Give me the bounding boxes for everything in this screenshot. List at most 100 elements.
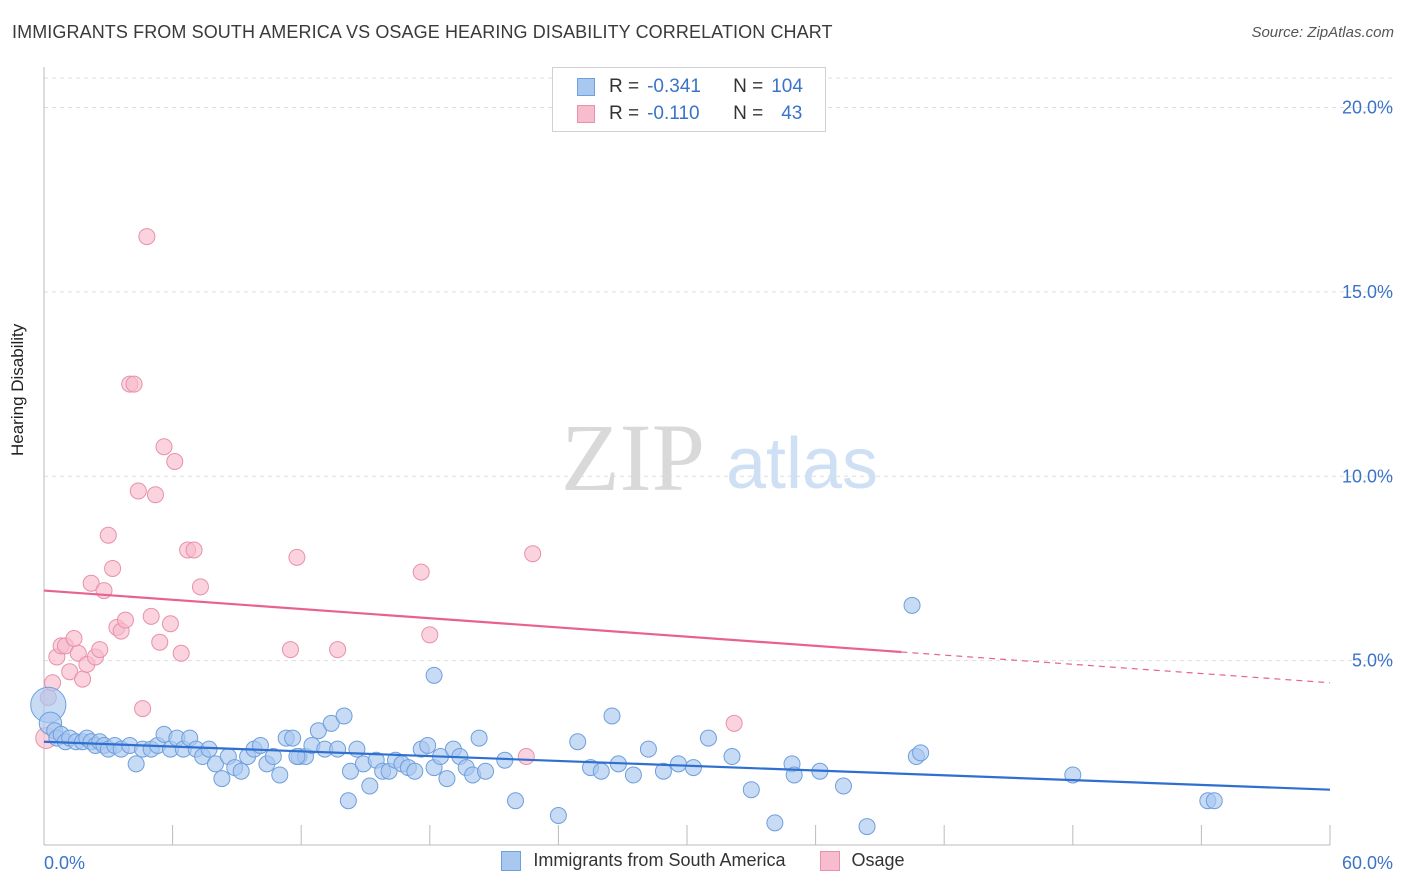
point-south-america bbox=[232, 762, 250, 780]
series-name-pink: Osage bbox=[851, 850, 905, 870]
point-south-america bbox=[903, 596, 921, 614]
point-osage bbox=[191, 578, 209, 596]
series-swatch-blue bbox=[501, 850, 522, 871]
legend-n-label: N = bbox=[733, 103, 764, 124]
point-south-america bbox=[684, 759, 702, 777]
point-south-america bbox=[766, 814, 784, 832]
point-osage bbox=[281, 641, 299, 659]
trend-lines bbox=[43, 589, 1331, 791]
point-south-america bbox=[127, 755, 145, 773]
point-south-america bbox=[406, 762, 424, 780]
point-south-america bbox=[507, 792, 525, 810]
series-name-blue: Immigrants from South America bbox=[533, 850, 786, 870]
point-south-america bbox=[858, 818, 876, 836]
trend-line-osage-projection bbox=[901, 651, 1331, 684]
point-south-america bbox=[699, 729, 717, 747]
point-osage bbox=[99, 526, 117, 544]
point-south-america bbox=[834, 777, 852, 795]
data-points bbox=[30, 228, 1223, 836]
x-tick-label: 0.0% bbox=[44, 853, 85, 873]
legend-row-pink: R = -0.110 N = 43 bbox=[577, 102, 802, 126]
point-south-america bbox=[206, 755, 224, 773]
point-south-america bbox=[569, 733, 587, 751]
point-south-america bbox=[438, 770, 456, 788]
point-south-america bbox=[348, 740, 366, 758]
legend-row-blue: R = -0.341 N = 104 bbox=[577, 75, 803, 99]
gridlines bbox=[44, 77, 1392, 662]
legend-r-value: -0.341 bbox=[647, 76, 701, 97]
point-osage bbox=[142, 607, 160, 625]
point-south-america bbox=[470, 729, 488, 747]
series-legend-item-pink: Osage bbox=[819, 850, 905, 871]
series-legend-item-blue: Immigrants from South America bbox=[501, 850, 786, 871]
point-south-america bbox=[419, 736, 437, 754]
point-south-america bbox=[329, 740, 347, 758]
point-south-america bbox=[624, 766, 642, 784]
legend-n-value: 104 bbox=[771, 76, 803, 97]
point-south-america bbox=[335, 707, 353, 725]
point-osage bbox=[116, 611, 134, 629]
legend-n-value: 43 bbox=[781, 103, 803, 124]
point-south-america bbox=[213, 770, 231, 788]
point-south-america bbox=[361, 777, 379, 795]
point-south-america bbox=[322, 714, 340, 732]
point-south-america bbox=[271, 766, 289, 784]
y-tick-label: 20.0% bbox=[1342, 98, 1393, 118]
point-south-america bbox=[284, 729, 302, 747]
point-osage bbox=[155, 438, 173, 456]
legend-r-value: -0.110 bbox=[647, 103, 700, 124]
point-south-america bbox=[264, 748, 282, 765]
point-south-america bbox=[1205, 792, 1223, 810]
series-swatch-pink bbox=[819, 850, 840, 871]
chart-title: IMMIGRANTS FROM SOUTH AMERICA VS OSAGE H… bbox=[12, 22, 833, 42]
point-osage bbox=[725, 714, 743, 732]
legend-swatch-pink bbox=[577, 105, 595, 123]
point-south-america bbox=[742, 781, 760, 799]
tick-labels: 5.0% 10.0% 15.0% 20.0% 0.0% 60.0% bbox=[44, 98, 1393, 874]
point-south-america bbox=[288, 748, 306, 765]
source-label: Source: ZipAtlas.com bbox=[1251, 24, 1394, 41]
legend-r-label: R = bbox=[609, 76, 640, 97]
point-osage bbox=[104, 559, 122, 577]
point-osage bbox=[74, 670, 92, 688]
point-south-america bbox=[339, 792, 357, 810]
point-osage bbox=[161, 615, 179, 633]
point-osage bbox=[172, 644, 190, 662]
legend-swatch-blue bbox=[577, 78, 595, 96]
point-osage bbox=[412, 563, 430, 581]
point-osage bbox=[166, 453, 184, 470]
watermark: ZIP atlas bbox=[561, 404, 878, 511]
point-south-america bbox=[669, 755, 687, 773]
point-osage bbox=[288, 548, 306, 566]
point-osage bbox=[151, 633, 169, 651]
point-south-america bbox=[592, 762, 610, 780]
point-south-america bbox=[425, 666, 443, 684]
point-south-america bbox=[654, 762, 672, 780]
point-osage bbox=[185, 541, 203, 559]
y-axis-label: Hearing Disability bbox=[8, 323, 27, 456]
point-osage bbox=[61, 663, 79, 681]
point-south-america bbox=[477, 762, 495, 780]
point-osage bbox=[524, 545, 542, 563]
point-south-america bbox=[639, 740, 657, 758]
series-legend: Immigrants from South America Osage bbox=[0, 850, 1406, 871]
trend-line-south-america bbox=[43, 740, 1331, 791]
point-osage bbox=[421, 626, 439, 644]
point-south-america bbox=[549, 807, 567, 824]
point-osage bbox=[129, 482, 147, 500]
watermark-zip: ZIP bbox=[561, 404, 705, 511]
point-south-america bbox=[341, 762, 359, 780]
legend: R = -0.341 N = 104 R = -0.110 N = 43 bbox=[552, 67, 826, 132]
y-tick-label: 10.0% bbox=[1342, 466, 1393, 486]
point-osage bbox=[91, 641, 109, 659]
point-south-america bbox=[603, 707, 621, 725]
watermark-atlas: atlas bbox=[726, 424, 878, 504]
point-south-america bbox=[912, 744, 930, 762]
y-tick-label: 5.0% bbox=[1352, 651, 1393, 671]
point-osage bbox=[82, 574, 100, 592]
x-tick-label: 60.0% bbox=[1342, 853, 1393, 873]
point-south-america bbox=[309, 722, 327, 740]
point-osage bbox=[125, 375, 143, 393]
trend-line-osage bbox=[43, 589, 902, 654]
